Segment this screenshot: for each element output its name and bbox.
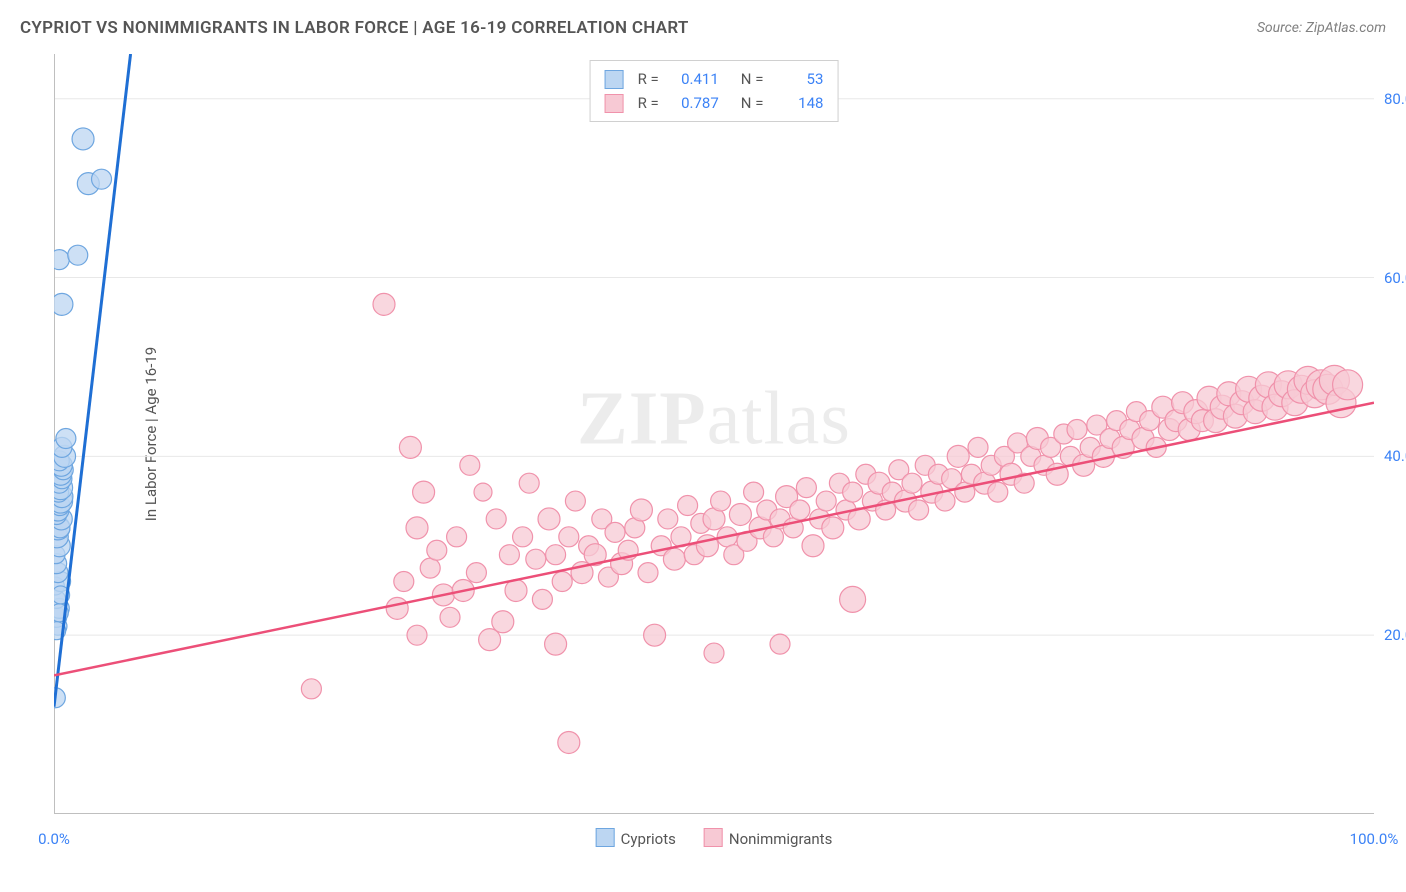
- data-point: [909, 500, 929, 520]
- data-point: [763, 527, 783, 547]
- y-tick-label: 80.0%: [1384, 90, 1406, 108]
- trend-line: [54, 54, 131, 707]
- data-point: [72, 128, 94, 150]
- data-point: [68, 245, 88, 265]
- x-tick-label: 0.0%: [38, 830, 70, 848]
- data-point: [54, 293, 73, 315]
- data-point: [663, 548, 685, 570]
- data-point: [796, 478, 816, 498]
- data-point: [744, 482, 764, 502]
- data-point: [406, 517, 428, 539]
- data-point: [499, 545, 519, 565]
- data-point: [532, 589, 552, 609]
- y-tick-label: 40.0%: [1384, 447, 1406, 465]
- data-point: [420, 558, 440, 578]
- data-point: [559, 527, 579, 547]
- data-point: [54, 250, 69, 270]
- data-point: [373, 293, 395, 315]
- data-point: [427, 540, 447, 560]
- data-point: [92, 169, 112, 189]
- chart-title: CYPRIOT VS NONIMMIGRANTS IN LABOR FORCE …: [20, 18, 689, 38]
- source-attribution: Source: ZipAtlas.com: [1257, 20, 1386, 36]
- data-point: [545, 633, 567, 655]
- data-point: [638, 563, 658, 583]
- data-point: [413, 481, 435, 503]
- data-point: [947, 445, 969, 467]
- plot-area: In Labor Force | Age 16-19 ZIPatlas R =0…: [54, 54, 1374, 814]
- stats-legend: R =0.411 N =53 R =0.787 N =148: [590, 60, 839, 122]
- data-point: [840, 586, 866, 612]
- data-point: [816, 491, 836, 511]
- data-point: [460, 455, 480, 475]
- data-point: [822, 517, 844, 539]
- data-point: [935, 491, 955, 511]
- data-point: [968, 437, 988, 457]
- data-point: [399, 436, 421, 458]
- data-point: [394, 572, 414, 592]
- data-point: [474, 483, 492, 501]
- data-point: [605, 522, 625, 542]
- stats-legend-row: R =0.411 N =53: [605, 67, 824, 91]
- data-point: [56, 428, 76, 448]
- data-point: [988, 482, 1008, 502]
- data-point: [519, 473, 539, 493]
- data-point: [526, 549, 546, 569]
- data-point: [711, 491, 731, 511]
- data-point: [802, 535, 824, 557]
- data-point: [770, 634, 790, 654]
- trend-line: [54, 403, 1374, 676]
- data-point: [678, 496, 698, 516]
- data-point: [843, 482, 863, 502]
- data-point: [658, 509, 678, 529]
- data-point: [790, 500, 810, 520]
- data-point: [565, 491, 585, 511]
- data-point: [386, 597, 408, 619]
- data-point: [301, 679, 321, 699]
- series-legend: Cypriots Nonimmigrants: [596, 828, 833, 848]
- data-point: [1067, 420, 1087, 440]
- series-legend-item: Nonimmigrants: [704, 828, 832, 848]
- data-point: [513, 527, 533, 547]
- data-point: [558, 731, 580, 753]
- data-point: [644, 624, 666, 646]
- series-legend-item: Cypriots: [596, 828, 676, 848]
- y-tick-label: 20.0%: [1384, 626, 1406, 644]
- data-point: [407, 625, 427, 645]
- data-point: [492, 611, 514, 633]
- data-point: [630, 499, 652, 521]
- y-tick-label: 60.0%: [1384, 269, 1406, 287]
- scatter-svg: [54, 54, 1374, 814]
- data-point: [538, 508, 560, 530]
- data-point: [902, 473, 922, 493]
- data-point: [729, 503, 751, 525]
- data-point: [546, 545, 566, 565]
- data-point: [1333, 370, 1363, 400]
- data-point: [486, 509, 506, 529]
- data-point: [447, 527, 467, 547]
- data-point: [704, 643, 724, 663]
- stats-legend-row: R =0.787 N =148: [605, 91, 824, 115]
- data-point: [466, 563, 486, 583]
- data-point: [552, 572, 572, 592]
- data-point: [440, 607, 460, 627]
- x-tick-label: 100.0%: [1350, 830, 1399, 848]
